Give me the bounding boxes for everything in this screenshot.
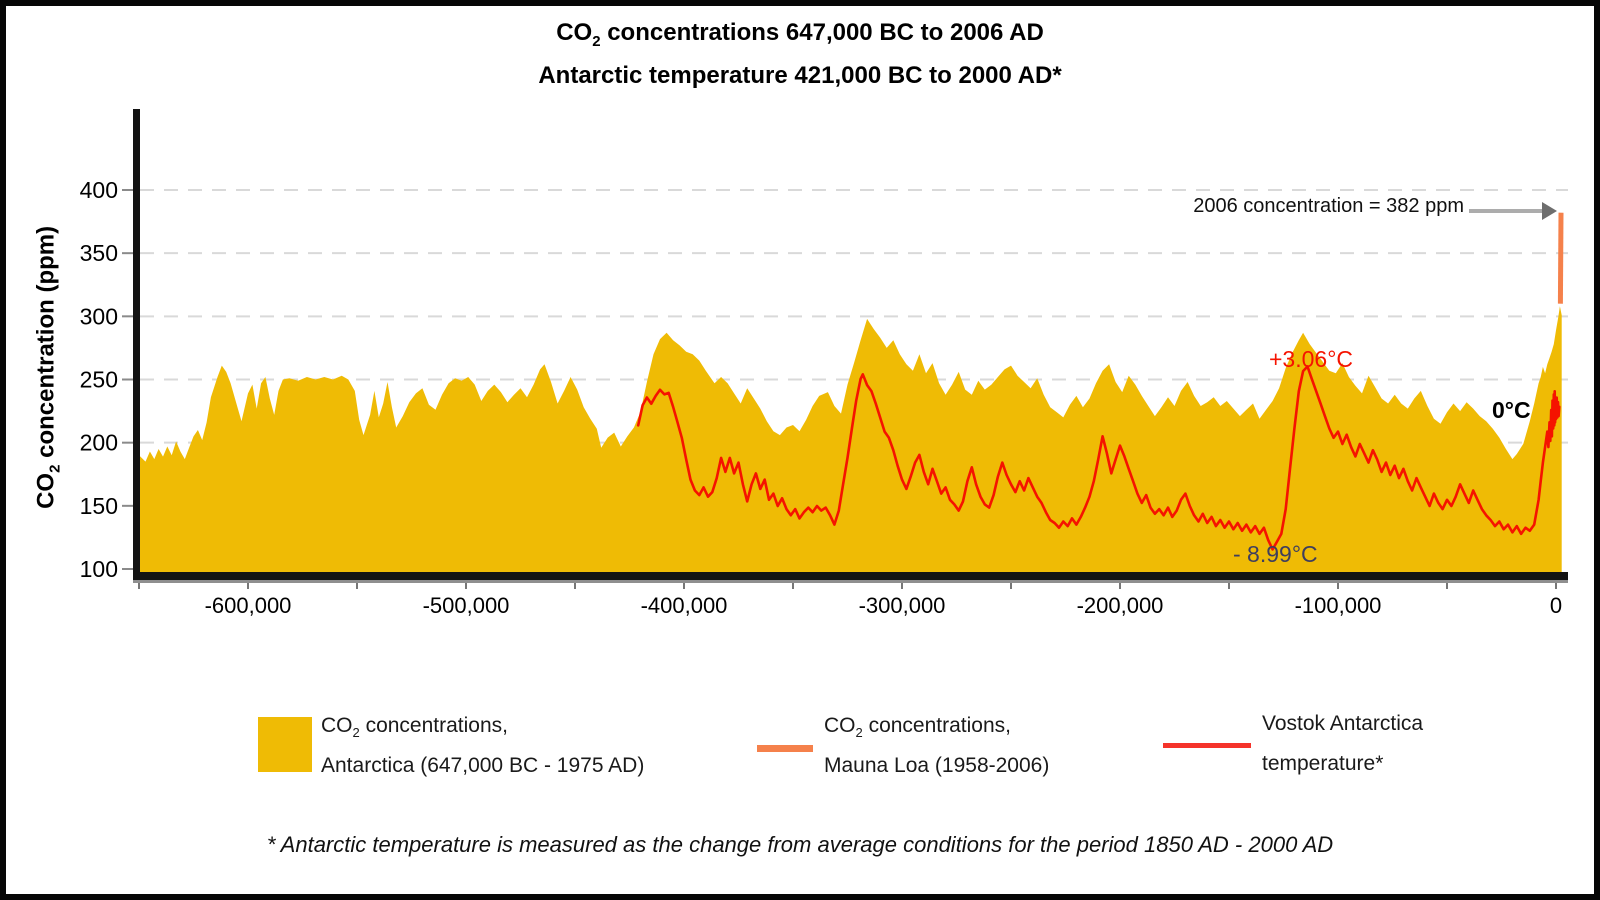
- x-tick-label: -200,000: [1077, 593, 1164, 618]
- chart-title-line1: CO2 concentrations 647,000 BC to 2006 AD: [556, 19, 1044, 50]
- legend-vostok-temperature-label: Vostok Antarctica temperature*: [1262, 712, 1424, 776]
- x-tick-label: -500,000: [423, 593, 510, 618]
- legend-vostok-temperature-swatch: [1163, 743, 1251, 748]
- y-tick-label: 150: [80, 493, 118, 519]
- y-tick-label: 300: [80, 303, 118, 329]
- y-tick-label: 400: [80, 177, 118, 203]
- y-tick-label: 100: [80, 556, 118, 582]
- x-tick-label: -300,000: [859, 593, 946, 618]
- annotation-2006-concentration: 2006 concentration = 382 ppm: [1193, 195, 1464, 217]
- mauna-loa-line-series: [1557, 212, 1564, 304]
- y-axis-line: [133, 109, 140, 579]
- legend-co2-antarctica-label: CO2 concentrations, Antarctica (647,000 …: [321, 714, 645, 778]
- annotation-arrow-head-icon: [1542, 202, 1557, 220]
- x-axis-line: [133, 572, 1568, 580]
- annotation-arrow-line: [1469, 209, 1544, 213]
- legend-mauna-loa-label: CO2 concentrations, Mauna Loa (1958-2006…: [824, 714, 1050, 778]
- temperature-line-series: [636, 365, 1561, 551]
- legend-co2-antarctica-swatch: [258, 717, 312, 772]
- y-tick-label: 200: [80, 430, 118, 456]
- y-tick-label: 350: [80, 240, 118, 266]
- annotation-temp-min: - 8.99°C: [1233, 541, 1318, 567]
- y-axis-label: CO2 concentration (ppm): [32, 225, 64, 509]
- legend-mauna-loa-swatch: [757, 745, 813, 752]
- chart-title: CO2 concentrations 647,000 BC to 2006 AD…: [6, 16, 1594, 93]
- x-tick-label: -400,000: [641, 593, 728, 618]
- footnote: * Antarctic temperature is measured as t…: [266, 832, 1334, 857]
- x-tick-label: -600,000: [205, 593, 292, 618]
- annotation-temp-max: +3.06°C: [1269, 346, 1354, 372]
- x-axis-shadow: [133, 580, 1568, 583]
- annotation-temp-zero: 0°C: [1492, 397, 1531, 423]
- y-tick-label: 250: [80, 367, 118, 393]
- x-tick-label: 0: [1550, 593, 1562, 618]
- x-tick-label: -100,000: [1295, 593, 1382, 618]
- chart-title-line2: Antarctic temperature 421,000 BC to 2000…: [538, 61, 1062, 89]
- co2-temperature-chart: 400 350 300 250 200 150 100 -600,000 -500,000 -40…: [80, 109, 1568, 618]
